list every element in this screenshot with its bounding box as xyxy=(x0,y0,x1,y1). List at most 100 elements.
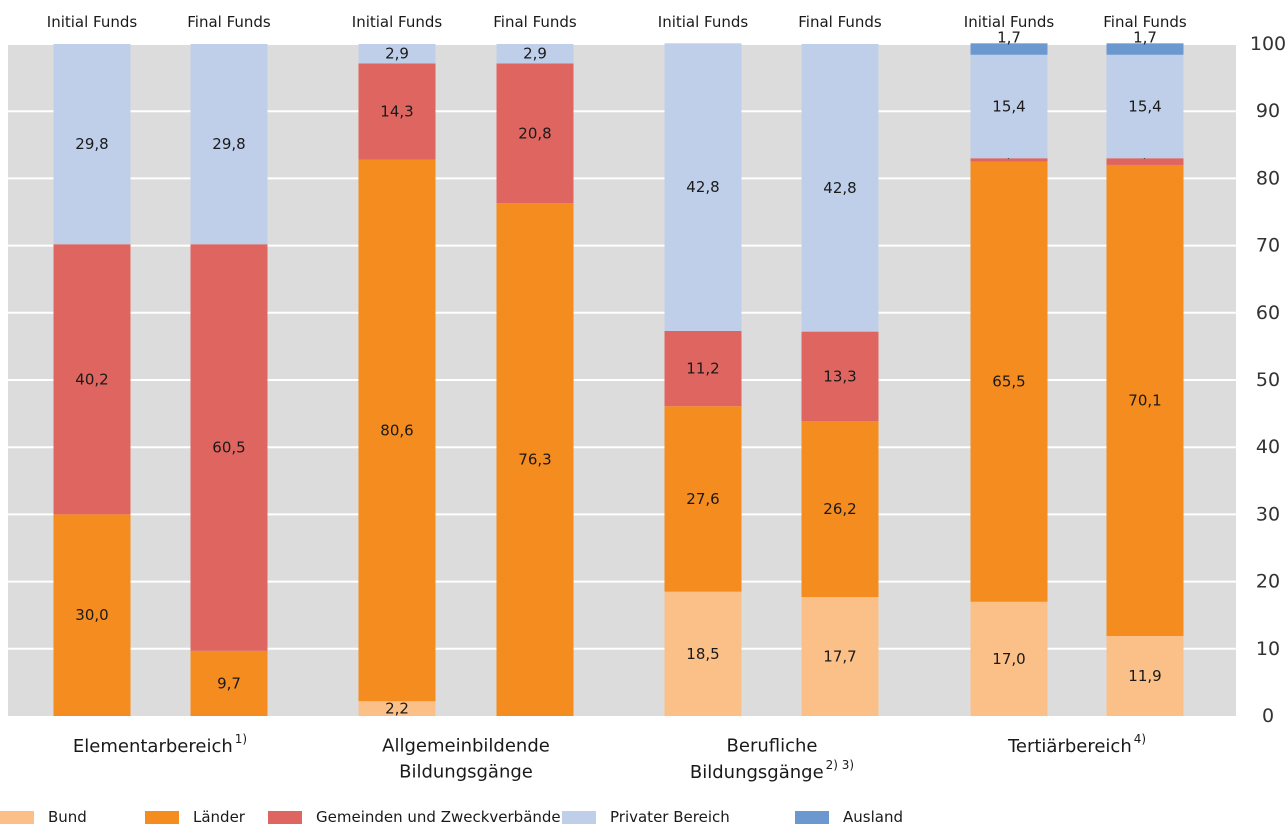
category-label: Allgemeinbildende xyxy=(382,736,550,757)
data-label: 29,8 xyxy=(212,135,245,153)
y-tick-label-90: 90 xyxy=(1256,100,1280,122)
bar-segment-länder xyxy=(496,203,574,716)
data-label: 60,5 xyxy=(212,439,245,457)
bar-segment-privater-bereich xyxy=(496,44,574,64)
data-label: 9,7 xyxy=(217,674,241,692)
legend-swatch xyxy=(0,810,34,824)
bar-segment-länder xyxy=(190,650,268,716)
y-tick-label-50: 50 xyxy=(1256,369,1280,391)
bar-header-label: Initial Funds xyxy=(47,13,138,31)
y-tick-label-70: 70 xyxy=(1256,235,1280,257)
data-label: 15,4 xyxy=(1128,97,1161,115)
bar-segment-länder xyxy=(1106,164,1184,637)
y-tick-label-60: 60 xyxy=(1256,302,1280,324)
data-label: 2,9 xyxy=(385,45,409,63)
legend-label: Länder xyxy=(193,808,245,826)
bar-header-label: Initial Funds xyxy=(352,13,443,31)
data-label: 20,8 xyxy=(518,124,551,142)
legend-item: Gemeinden und Zweckverbände xyxy=(268,804,561,830)
chart-legend: Bund Länder Gemeinden und Zweckverbände Pri… xyxy=(0,804,1287,830)
bar-segment-gemeinden-und-zweckverbände xyxy=(190,244,268,651)
data-label: 27,6 xyxy=(686,490,719,508)
stacked-bar-chart: 0 10 20 30 40 50 60 70 80 90 100 Initial Funds 30,0 4… xyxy=(8,13,1286,783)
data-label: 40,2 xyxy=(75,370,108,388)
y-tick-label-40: 40 xyxy=(1256,436,1280,458)
bar-header-label: Final Funds xyxy=(798,13,882,31)
legend-swatch xyxy=(268,810,302,824)
legend-label: Gemeinden und Zweckverbände xyxy=(316,808,561,826)
bar-segment-bund xyxy=(1106,636,1184,716)
legend-swatch xyxy=(562,810,596,824)
legend-label: Bund xyxy=(48,808,87,826)
category-label: Tertiärbereich 4) xyxy=(1007,732,1146,757)
bar-segment-privater-bereich xyxy=(190,44,268,245)
bar-segment-privater-bereich xyxy=(1106,54,1184,159)
bar-segment-gemeinden-und-zweckverbände xyxy=(358,63,436,160)
bar-header-label: Final Funds xyxy=(493,13,577,31)
bar-segment-länder xyxy=(801,420,879,598)
legend-item: Ausland xyxy=(795,804,903,830)
category-label: Bildungsgänge xyxy=(399,762,533,783)
bar-segment-gemeinden-und-zweckverbände xyxy=(801,331,879,421)
bar-segment-privater-bereich xyxy=(970,54,1048,159)
y-tick-label-10: 10 xyxy=(1256,638,1280,660)
legend-item: Privater Bereich xyxy=(562,804,730,830)
bar-header-label: Final Funds xyxy=(187,13,271,31)
data-label: 14,3 xyxy=(380,103,413,121)
data-label: 15,4 xyxy=(992,97,1025,115)
bar-segment-länder xyxy=(53,514,131,716)
y-tick-label-0: 0 xyxy=(1262,705,1274,727)
bar-segment-gemeinden-und-zweckverbände xyxy=(1106,158,1184,165)
data-label: 13,3 xyxy=(823,367,856,385)
bar-segment-privater-bereich xyxy=(664,43,742,331)
category-label: Elementarbereich 1) xyxy=(73,732,247,757)
data-label: 2,2 xyxy=(385,700,409,718)
data-label: 42,8 xyxy=(823,179,856,197)
bar-segment-gemeinden-und-zweckverbände xyxy=(53,244,131,515)
legend-label: Privater Bereich xyxy=(610,808,730,826)
bar-segment-bund xyxy=(664,591,742,716)
y-tick-label-100: 100 xyxy=(1250,33,1286,55)
legend-item: Bund xyxy=(0,804,87,830)
y-tick-label-20: 20 xyxy=(1256,571,1280,593)
bar-segment-länder xyxy=(664,406,742,592)
legend-swatch xyxy=(795,810,829,824)
data-label: 80,6 xyxy=(380,421,413,439)
bar-segment-bund xyxy=(358,701,436,716)
bar-header-label: Initial Funds xyxy=(658,13,749,31)
y-tick-label-30: 30 xyxy=(1256,503,1280,525)
data-label: 70,1 xyxy=(1128,391,1161,409)
data-label: 11,9 xyxy=(1128,667,1161,685)
data-label: 1,7 xyxy=(1133,28,1157,46)
legend-swatch xyxy=(145,810,179,824)
bar-header-label: Final Funds xyxy=(1103,13,1187,31)
bar-segment-gemeinden-und-zweckverbände xyxy=(496,63,574,204)
bar-segment-bund xyxy=(801,597,879,716)
legend-label: Ausland xyxy=(843,808,903,826)
bar-segment-länder xyxy=(970,161,1048,602)
bar-segment-privater-bereich xyxy=(358,44,436,64)
data-label: 2,9 xyxy=(523,45,547,63)
bar-segment-gemeinden-und-zweckverbände xyxy=(664,330,742,407)
data-label: 1,7 xyxy=(997,28,1021,46)
bar-segment-länder xyxy=(358,159,436,702)
y-tick-label-80: 80 xyxy=(1256,167,1280,189)
bar-header-label: Initial Funds xyxy=(964,13,1055,31)
bar-segment-bund xyxy=(970,601,1048,716)
data-label: 18,5 xyxy=(686,645,719,663)
bar-segment-privater-bereich xyxy=(801,44,879,332)
data-label: 11,2 xyxy=(686,360,719,378)
data-label: 17,7 xyxy=(823,648,856,666)
data-label: 42,8 xyxy=(686,178,719,196)
bar-segment-ausland xyxy=(1106,43,1184,55)
data-label: 26,2 xyxy=(823,500,856,518)
category-label: Berufliche xyxy=(727,736,818,757)
data-label: 29,8 xyxy=(75,135,108,153)
category-label: Bildungsgänge 2) 3) xyxy=(690,758,854,783)
legend-item: Länder xyxy=(145,804,245,830)
data-label: 17,0 xyxy=(992,650,1025,668)
bar-segment-ausland xyxy=(970,43,1048,55)
data-label: 76,3 xyxy=(518,451,551,469)
bar-segment-privater-bereich xyxy=(53,44,131,245)
data-label: 65,5 xyxy=(992,373,1025,391)
